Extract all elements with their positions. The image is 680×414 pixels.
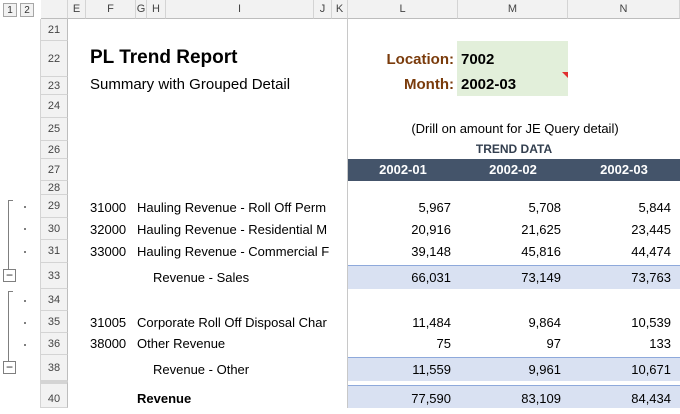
amount-cell[interactable]: 21,625 — [521, 222, 561, 237]
subtotal-amount[interactable]: 66,031 — [411, 270, 451, 285]
subtotal-band — [348, 357, 680, 381]
account-description: Corporate Roll Off Disposal Char — [137, 315, 327, 330]
row-header[interactable]: 38 — [41, 355, 68, 381]
row-header[interactable]: 33 — [41, 263, 68, 289]
row-header[interactable]: 24 — [41, 95, 68, 118]
column-header-j[interactable]: J — [314, 0, 332, 19]
row-header[interactable]: 30 — [41, 218, 68, 240]
period-header: 2002-01 — [348, 159, 458, 181]
column-header-i[interactable]: I — [166, 0, 314, 19]
total-amount[interactable]: 83,109 — [521, 391, 561, 406]
outline-bracket — [8, 200, 13, 269]
amount-cell[interactable]: 5,967 — [418, 200, 451, 215]
subtotal-amount[interactable]: 11,559 — [412, 362, 451, 377]
collapse-group-button[interactable]: − — [3, 269, 16, 282]
subtotal-label: Revenue - Sales — [153, 270, 250, 285]
amount-cell[interactable]: 45,816 — [521, 244, 561, 259]
amount-cell[interactable]: 11,484 — [412, 315, 451, 330]
column-header-g[interactable]: G — [136, 0, 147, 19]
account-number: 33000 — [90, 244, 127, 259]
subtotal-amount[interactable]: 9,961 — [528, 362, 561, 377]
outline-dot — [24, 344, 26, 346]
account-description: Other Revenue — [137, 336, 226, 351]
amount-cell[interactable]: 75 — [436, 336, 451, 351]
amount-cell[interactable]: 20,916 — [411, 222, 451, 237]
account-description: Hauling Revenue - Commercial F — [137, 244, 330, 259]
select-all-corner[interactable] — [41, 0, 68, 19]
report-title: PL Trend Report — [90, 47, 238, 68]
outline-gutter — [0, 19, 41, 408]
row-header[interactable]: 31 — [41, 240, 68, 263]
total-label: Revenue — [137, 391, 192, 406]
total-amount[interactable]: 84,434 — [631, 391, 671, 406]
comment-indicator-icon — [562, 72, 568, 78]
collapse-group-button[interactable]: − — [3, 361, 16, 374]
column-header-l[interactable]: L — [348, 0, 458, 19]
subtotal-amount[interactable]: 73,149 — [521, 270, 561, 285]
outline-bracket — [8, 291, 13, 361]
account-number: 32000 — [90, 222, 127, 237]
period-header: 2002-02 — [458, 159, 568, 181]
column-header-k[interactable]: K — [332, 0, 348, 19]
trend-data-header: TREND DATA — [475, 142, 553, 156]
outline-dot — [24, 206, 26, 208]
amount-cell[interactable]: 23,445 — [631, 222, 671, 237]
subtotal-label: Revenue - Other — [153, 362, 250, 377]
subtotal-amount[interactable]: 10,671 — [631, 362, 671, 377]
account-number: 31005 — [90, 315, 127, 330]
account-description: Hauling Revenue - Roll Off Perm — [137, 200, 327, 215]
amount-cell[interactable]: 44,474 — [631, 244, 671, 259]
amount-cell[interactable]: 39,148 — [411, 244, 451, 259]
amount-cell[interactable]: 5,708 — [528, 200, 561, 215]
column-header-e[interactable]: E — [68, 0, 86, 19]
outline-dot — [24, 300, 26, 302]
month-label: Month: — [404, 76, 454, 93]
location-label: Location: — [386, 51, 455, 68]
outline-dot — [24, 322, 26, 324]
row-header[interactable]: 40 — [41, 381, 68, 408]
drill-note: (Drill on amount for JE Query detail) — [411, 121, 619, 136]
report-subtitle: Summary with Grouped Detail — [90, 76, 291, 93]
row-header[interactable]: 22 — [41, 41, 68, 77]
frozen-pane-divider — [347, 19, 348, 408]
outline-level-2-button[interactable]: 2 — [20, 3, 34, 17]
month-input[interactable]: 2002-03 — [461, 76, 517, 93]
parameter-input-box — [457, 41, 568, 96]
row-header[interactable]: 23 — [41, 77, 68, 95]
amount-cell[interactable]: 97 — [546, 336, 561, 351]
outline-level-1-button[interactable]: 1 — [3, 3, 17, 17]
total-amount[interactable]: 77,590 — [411, 391, 451, 406]
row-header[interactable]: 28 — [41, 181, 68, 195]
account-description: Hauling Revenue - Residential M — [137, 222, 328, 237]
column-header-f[interactable]: F — [86, 0, 136, 19]
amount-cell[interactable]: 133 — [649, 336, 671, 351]
column-header-m[interactable]: M — [458, 0, 568, 19]
outline-dot — [24, 228, 26, 230]
period-header: 2002-03 — [568, 159, 680, 181]
column-header-h[interactable]: H — [147, 0, 166, 19]
column-header-n[interactable]: N — [568, 0, 680, 19]
row-header[interactable]: 34 — [41, 289, 68, 311]
row-header[interactable]: 26 — [41, 141, 68, 159]
row-header[interactable]: 36 — [41, 333, 68, 355]
row-header[interactable]: 35 — [41, 311, 68, 333]
row-header[interactable]: 27 — [41, 159, 68, 181]
account-number: 31000 — [90, 200, 127, 215]
account-number: 38000 — [90, 336, 127, 351]
amount-cell[interactable]: 10,539 — [631, 315, 671, 330]
total-band — [348, 385, 680, 408]
outline-dot — [24, 251, 26, 253]
amount-cell[interactable]: 9,864 — [528, 315, 561, 330]
amount-cell[interactable]: 5,844 — [638, 200, 671, 215]
row-header[interactable]: 29 — [41, 195, 68, 218]
location-input[interactable]: 7002 — [461, 51, 495, 68]
row-header[interactable]: 25 — [41, 118, 68, 141]
subtotal-amount[interactable]: 73,763 — [631, 270, 671, 285]
subtotal-band — [348, 265, 680, 289]
row-header[interactable]: 21 — [41, 19, 68, 41]
